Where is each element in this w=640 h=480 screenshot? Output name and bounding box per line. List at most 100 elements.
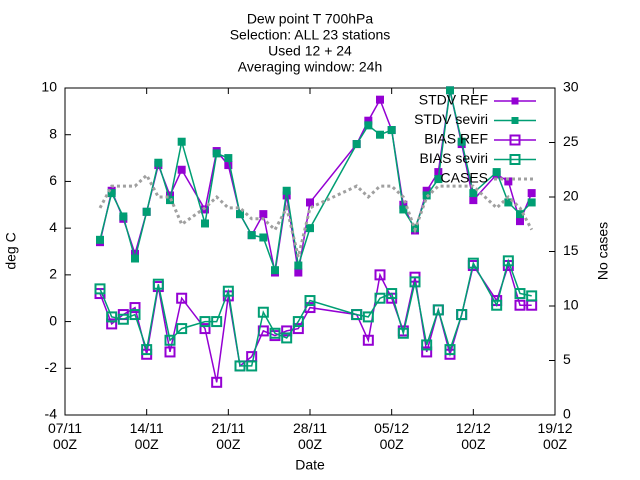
point xyxy=(306,224,314,233)
point xyxy=(117,313,129,325)
point xyxy=(351,309,363,321)
x-tick-label: 14/11 00Z xyxy=(129,420,164,452)
x-tick-label: 05/12 00Z xyxy=(374,420,410,452)
y2-tick-label: 5 xyxy=(563,351,571,367)
legend-label: BIAS REF xyxy=(424,131,488,147)
point xyxy=(376,130,384,139)
y-tick-label: 0 xyxy=(49,312,57,328)
point xyxy=(527,198,536,207)
point xyxy=(434,175,443,184)
point xyxy=(281,332,293,344)
point xyxy=(469,196,478,205)
point xyxy=(164,346,176,358)
point xyxy=(387,126,396,135)
legend-label: STDV REF xyxy=(419,92,488,108)
point xyxy=(236,210,244,219)
point xyxy=(199,316,211,328)
point xyxy=(292,316,304,328)
x-tick-label: 21/11 00Z xyxy=(211,420,246,452)
point xyxy=(106,318,118,330)
point xyxy=(199,323,211,335)
point xyxy=(491,299,503,311)
legend: STDV REF STDV seviri BIAS REF BIAS seviri CA… xyxy=(414,92,536,186)
point xyxy=(152,278,164,290)
series xyxy=(94,255,538,372)
chart-title: Averaging window: 24h xyxy=(238,59,383,75)
series-line xyxy=(99,262,532,383)
point xyxy=(352,140,361,149)
y-tick-label: 10 xyxy=(41,79,57,95)
point xyxy=(409,276,421,288)
point xyxy=(399,205,408,214)
point xyxy=(164,334,176,346)
y2-tick-label: 20 xyxy=(563,188,579,204)
point xyxy=(106,311,118,323)
point xyxy=(514,288,526,300)
point xyxy=(374,292,386,304)
point xyxy=(457,137,466,146)
point xyxy=(376,95,384,104)
point xyxy=(129,309,141,321)
point xyxy=(141,344,153,356)
point xyxy=(374,269,386,281)
point xyxy=(259,233,268,242)
point xyxy=(246,360,258,372)
y-axis-label: deg C xyxy=(3,232,19,269)
point xyxy=(176,323,188,335)
point xyxy=(131,254,139,263)
point xyxy=(502,255,514,267)
point xyxy=(469,189,478,198)
point xyxy=(257,306,269,318)
point xyxy=(96,235,104,244)
legend-label: CASES xyxy=(441,170,488,186)
x-tick-label: 28/11 00Z xyxy=(293,420,327,452)
legend-marker xyxy=(509,154,521,165)
x-axis-label: Date xyxy=(295,457,325,473)
point xyxy=(421,346,433,358)
point xyxy=(129,302,141,314)
y-tick-label: 2 xyxy=(49,266,57,282)
x-tick-label: 19/12 00Z xyxy=(537,420,573,452)
point xyxy=(467,257,479,269)
point xyxy=(142,207,151,216)
point xyxy=(282,186,291,195)
point xyxy=(362,311,374,323)
point xyxy=(201,219,209,228)
point xyxy=(514,299,526,311)
series-line xyxy=(99,258,532,367)
point xyxy=(154,158,163,167)
point xyxy=(176,292,188,304)
point xyxy=(294,268,303,277)
legend-marker xyxy=(509,134,521,146)
point xyxy=(211,376,223,388)
point xyxy=(177,137,186,146)
point xyxy=(224,154,233,163)
point xyxy=(304,295,316,307)
point xyxy=(446,86,454,95)
point xyxy=(306,198,314,207)
y2-tick-label: 0 xyxy=(563,406,571,422)
y2-tick-label: 15 xyxy=(563,242,579,258)
point xyxy=(94,283,106,295)
point xyxy=(271,266,279,275)
point xyxy=(222,285,234,297)
point xyxy=(397,327,409,339)
legend-marker xyxy=(511,117,519,124)
legend-label: STDV seviri xyxy=(414,111,488,127)
point xyxy=(364,121,373,130)
point xyxy=(119,212,128,221)
point xyxy=(107,189,116,198)
chart-title: Used 12 + 24 xyxy=(268,43,352,59)
point xyxy=(421,339,433,351)
y2-tick-label: 30 xyxy=(563,79,579,95)
point xyxy=(444,344,456,356)
series-line xyxy=(98,172,534,258)
chart-title: Selection: ALL 23 stations xyxy=(230,27,391,43)
point xyxy=(432,304,444,316)
point xyxy=(526,290,538,302)
point xyxy=(212,149,221,158)
y-tick-label: 6 xyxy=(49,172,57,188)
